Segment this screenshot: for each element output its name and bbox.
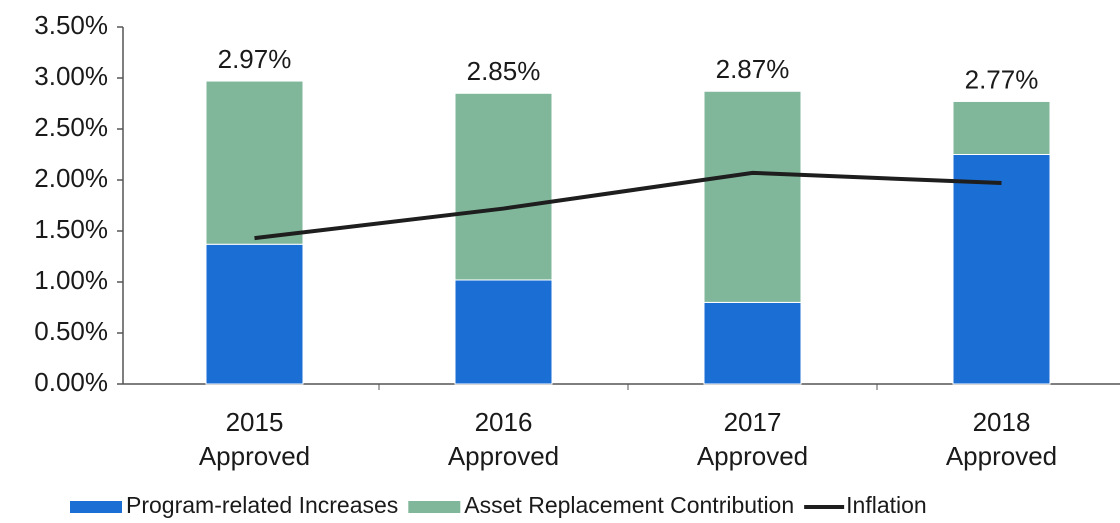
legend-label: Asset Replacement Contribution bbox=[464, 492, 794, 518]
legend-swatch bbox=[70, 501, 122, 513]
total-label: 2.77% bbox=[965, 64, 1039, 94]
bar-segment bbox=[454, 92, 553, 281]
bar-segment bbox=[703, 90, 802, 303]
bar-segment bbox=[454, 279, 553, 385]
total-label: 2.97% bbox=[218, 44, 292, 74]
bar-segment bbox=[205, 80, 304, 245]
total-label: 2.87% bbox=[716, 54, 790, 84]
bar-segment bbox=[952, 154, 1051, 385]
x-tick-label: 2015 Approved bbox=[199, 407, 310, 471]
y-tick-label: 1.50% bbox=[34, 214, 108, 244]
bar-segment bbox=[205, 243, 304, 385]
y-tick-label: 3.00% bbox=[34, 61, 108, 91]
legend-label: Inflation bbox=[846, 492, 927, 518]
y-tick-label: 2.50% bbox=[34, 112, 108, 142]
x-tick-label: 2017 Approved bbox=[697, 407, 808, 471]
y-tick-label: 1.00% bbox=[34, 265, 108, 295]
y-tick-label: 2.00% bbox=[34, 163, 108, 193]
y-tick-label: 0.00% bbox=[34, 367, 108, 397]
y-tick-label: 0.50% bbox=[34, 316, 108, 346]
bar-segment bbox=[703, 301, 802, 385]
bar-segment bbox=[952, 100, 1051, 155]
legend-label: Program-related Increases bbox=[126, 492, 398, 518]
x-tick-label: 2016 Approved bbox=[448, 407, 559, 471]
line-series bbox=[254, 170, 1002, 241]
total-label: 2.85% bbox=[467, 56, 541, 86]
y-tick-label: 3.50% bbox=[34, 10, 108, 40]
legend-swatch bbox=[408, 501, 461, 513]
x-tick-label: 2018 Approved bbox=[946, 407, 1057, 471]
